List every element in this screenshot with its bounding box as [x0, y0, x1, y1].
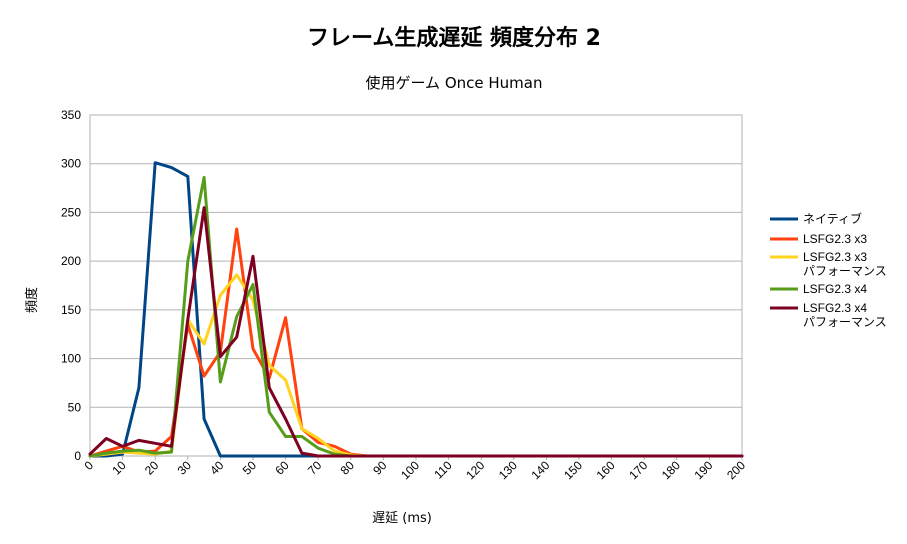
y-tick-label: 350 — [61, 108, 81, 122]
series-lines — [88, 161, 744, 458]
y-tick-label: 150 — [61, 303, 81, 317]
legend-label: LSFG2.3 x3 — [803, 250, 867, 264]
y-tick-label: 50 — [68, 400, 82, 414]
chart-title: フレーム生成遅延 頻度分布 2 — [307, 25, 601, 51]
legend-label: パフォーマンス — [803, 264, 887, 278]
legend-item-4: LSFG2.3 x4 — [770, 282, 867, 296]
legend-label: LSFG2.3 x3 — [803, 232, 867, 246]
y-tick-label: 0 — [74, 449, 81, 463]
x-axis-title: 遅延 (ms) — [372, 511, 432, 526]
y-tick-label: 100 — [61, 352, 81, 366]
y-axis-title: 頻度 — [24, 287, 40, 313]
series-line-5 — [88, 206, 744, 458]
y-tick-label: 300 — [61, 157, 81, 171]
legend-label: ネイティブ — [803, 211, 862, 226]
legend-label: パフォーマンス — [803, 315, 887, 329]
legend-item-1: ネイティブ — [770, 211, 862, 226]
chart-subtitle: 使用ゲーム Once Human — [366, 74, 543, 92]
legend-label: LSFG2.3 x4 — [803, 282, 867, 296]
legend-item-2: LSFG2.3 x3 — [770, 232, 867, 246]
y-tick-label: 250 — [61, 205, 81, 219]
legend-label: LSFG2.3 x4 — [803, 301, 867, 315]
y-tick-labels: 0 50 100 150 200 250 300 350 — [61, 108, 81, 463]
y-tick-label: 200 — [61, 254, 81, 268]
